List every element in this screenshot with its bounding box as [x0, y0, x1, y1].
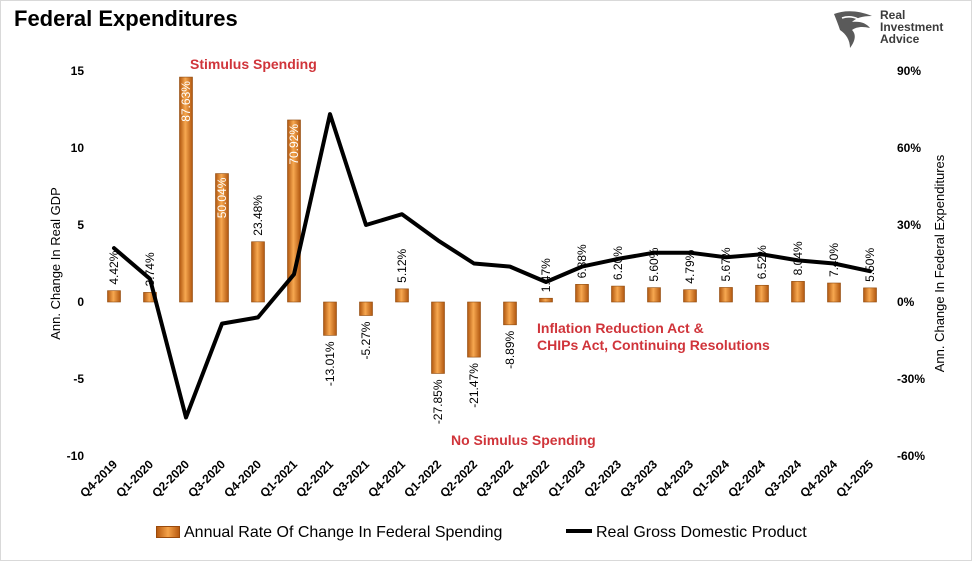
bar-data-label: 6.20% [611, 246, 625, 280]
logo-text: Real Investment Advice [880, 9, 943, 45]
bar [251, 241, 265, 303]
x-tick-label: Q1-2025 [833, 457, 876, 500]
eagle-icon [834, 11, 872, 48]
y-left-tick-label: 5 [77, 218, 84, 232]
bar-data-label: 4.79% [683, 249, 697, 283]
bar-data-label: 4.42% [107, 250, 121, 284]
y-left-tick-label: -5 [73, 372, 84, 386]
y-left-tick-label: 10 [71, 141, 85, 155]
bar [863, 287, 877, 303]
bar-data-label: 7.40% [827, 243, 841, 277]
bar [359, 301, 373, 316]
legend-label-gdp: Real Gross Domestic Product [596, 524, 807, 541]
brand-logo: Real Investment Advice [832, 8, 962, 50]
x-tick-label: Q1-2023 [545, 457, 588, 500]
x-tick-label: Q1-2020 [113, 457, 156, 500]
annotation-inflation-line-1: Inflation Reduction Act & [537, 320, 704, 336]
x-tick-label: Q4-2024 [797, 457, 840, 500]
bar [683, 289, 697, 303]
logo-line-1: Real [880, 8, 906, 22]
x-tick-label: Q3-2020 [185, 457, 228, 500]
bar [719, 287, 733, 303]
bar-data-label: 5.12% [395, 249, 409, 283]
bar-data-label: 6.52% [755, 245, 769, 279]
bar [755, 284, 769, 303]
x-tick-label: Q3-2021 [329, 457, 372, 500]
x-tick-label: Q4-2021 [365, 457, 408, 500]
x-tick-label: Q3-2023 [617, 457, 660, 500]
y-right-tick-label: 60% [897, 141, 921, 155]
x-tick-label: Q4-2023 [653, 457, 696, 500]
bar [107, 290, 121, 303]
bar-data-label: 23.48% [251, 195, 265, 236]
x-tick-label: Q1-2022 [401, 457, 444, 500]
bar [503, 301, 517, 326]
bar [575, 284, 589, 303]
x-tick-label: Q4-2020 [221, 457, 264, 500]
bar [611, 285, 625, 303]
x-tick-label: Q2-2020 [149, 457, 192, 500]
bar-data-label: 1.47% [539, 258, 553, 292]
x-tick-label: Q2-2024 [725, 457, 768, 500]
bar [215, 173, 229, 303]
bar-data-label: 5.50% [863, 248, 877, 282]
logo-line-3: Advice [880, 32, 920, 46]
bar-data-label: 5.67% [719, 247, 733, 281]
bar [395, 288, 409, 303]
annotation-inflation-line-2: CHIPs Act, Continuing Resolutions [537, 337, 770, 353]
bar [827, 282, 841, 303]
logo-line-2: Investment [880, 20, 944, 34]
annotation-stimulus: Stimulus Spending [190, 56, 317, 72]
x-tick-label: Q2-2023 [581, 457, 624, 500]
bar-data-label: 87.63% [179, 81, 193, 122]
bar-data-label: -8.89% [503, 330, 517, 368]
legend-label-spending: Annual Rate Of Change In Federal Spendin… [184, 524, 503, 541]
y-left-tick-label: 0 [77, 295, 84, 309]
y-left-tick-label: -10 [67, 449, 85, 463]
x-tick-label: Q2-2021 [293, 457, 336, 500]
bar-data-label: 5.60% [647, 247, 661, 281]
y-right-tick-label: 90% [897, 64, 921, 78]
bar-data-label: -27.85% [431, 379, 445, 424]
legend-item-gdp: Real Gross Domestic Product [566, 524, 807, 542]
bar-data-label: 70.92% [287, 124, 301, 165]
bar [647, 287, 661, 303]
y-right-tick-label: -30% [897, 372, 925, 386]
x-tick-label: Q3-2022 [473, 457, 516, 500]
bar [179, 76, 193, 303]
y-left-tick-label: 15 [71, 64, 85, 78]
bar [431, 301, 445, 374]
x-tick-label: Q2-2022 [437, 457, 480, 500]
x-tick-label: Q3-2024 [761, 457, 804, 500]
bar-data-label: 6.88% [575, 244, 589, 278]
gdp-line [112, 112, 872, 420]
bar [791, 281, 805, 303]
bar-data-label: -21.47% [467, 363, 481, 408]
annotation-no-stimulus: No Simulus Spending [451, 432, 596, 448]
bar-data-label: -5.27% [359, 321, 373, 359]
bar-data-label: 50.04% [215, 177, 229, 218]
bar [467, 301, 481, 358]
y-right-tick-label: 30% [897, 218, 921, 232]
y-left-axis-title: Ann. Change In Real GDP [48, 187, 63, 339]
x-tick-label: Q4-2019 [77, 457, 120, 500]
bar [539, 297, 553, 303]
x-tick-label: Q1-2021 [257, 457, 300, 500]
bar-data-label: -13.01% [323, 341, 337, 386]
legend-bar-swatch [156, 526, 180, 538]
legend-item-spending: Annual Rate Of Change In Federal Spendin… [156, 524, 502, 542]
chart-title: Federal Expenditures [14, 6, 238, 31]
bar-data-label: 8.04% [791, 241, 805, 275]
legend-line-swatch [566, 529, 592, 533]
y-right-tick-label: 0% [897, 295, 915, 309]
x-tick-label: Q1-2024 [689, 457, 732, 500]
bar [323, 301, 337, 336]
y-right-axis-title: Ann. Change In Federal Expenditures [932, 154, 947, 372]
x-tick-label: Q4-2022 [509, 457, 552, 500]
y-right-tick-label: -60% [897, 449, 925, 463]
